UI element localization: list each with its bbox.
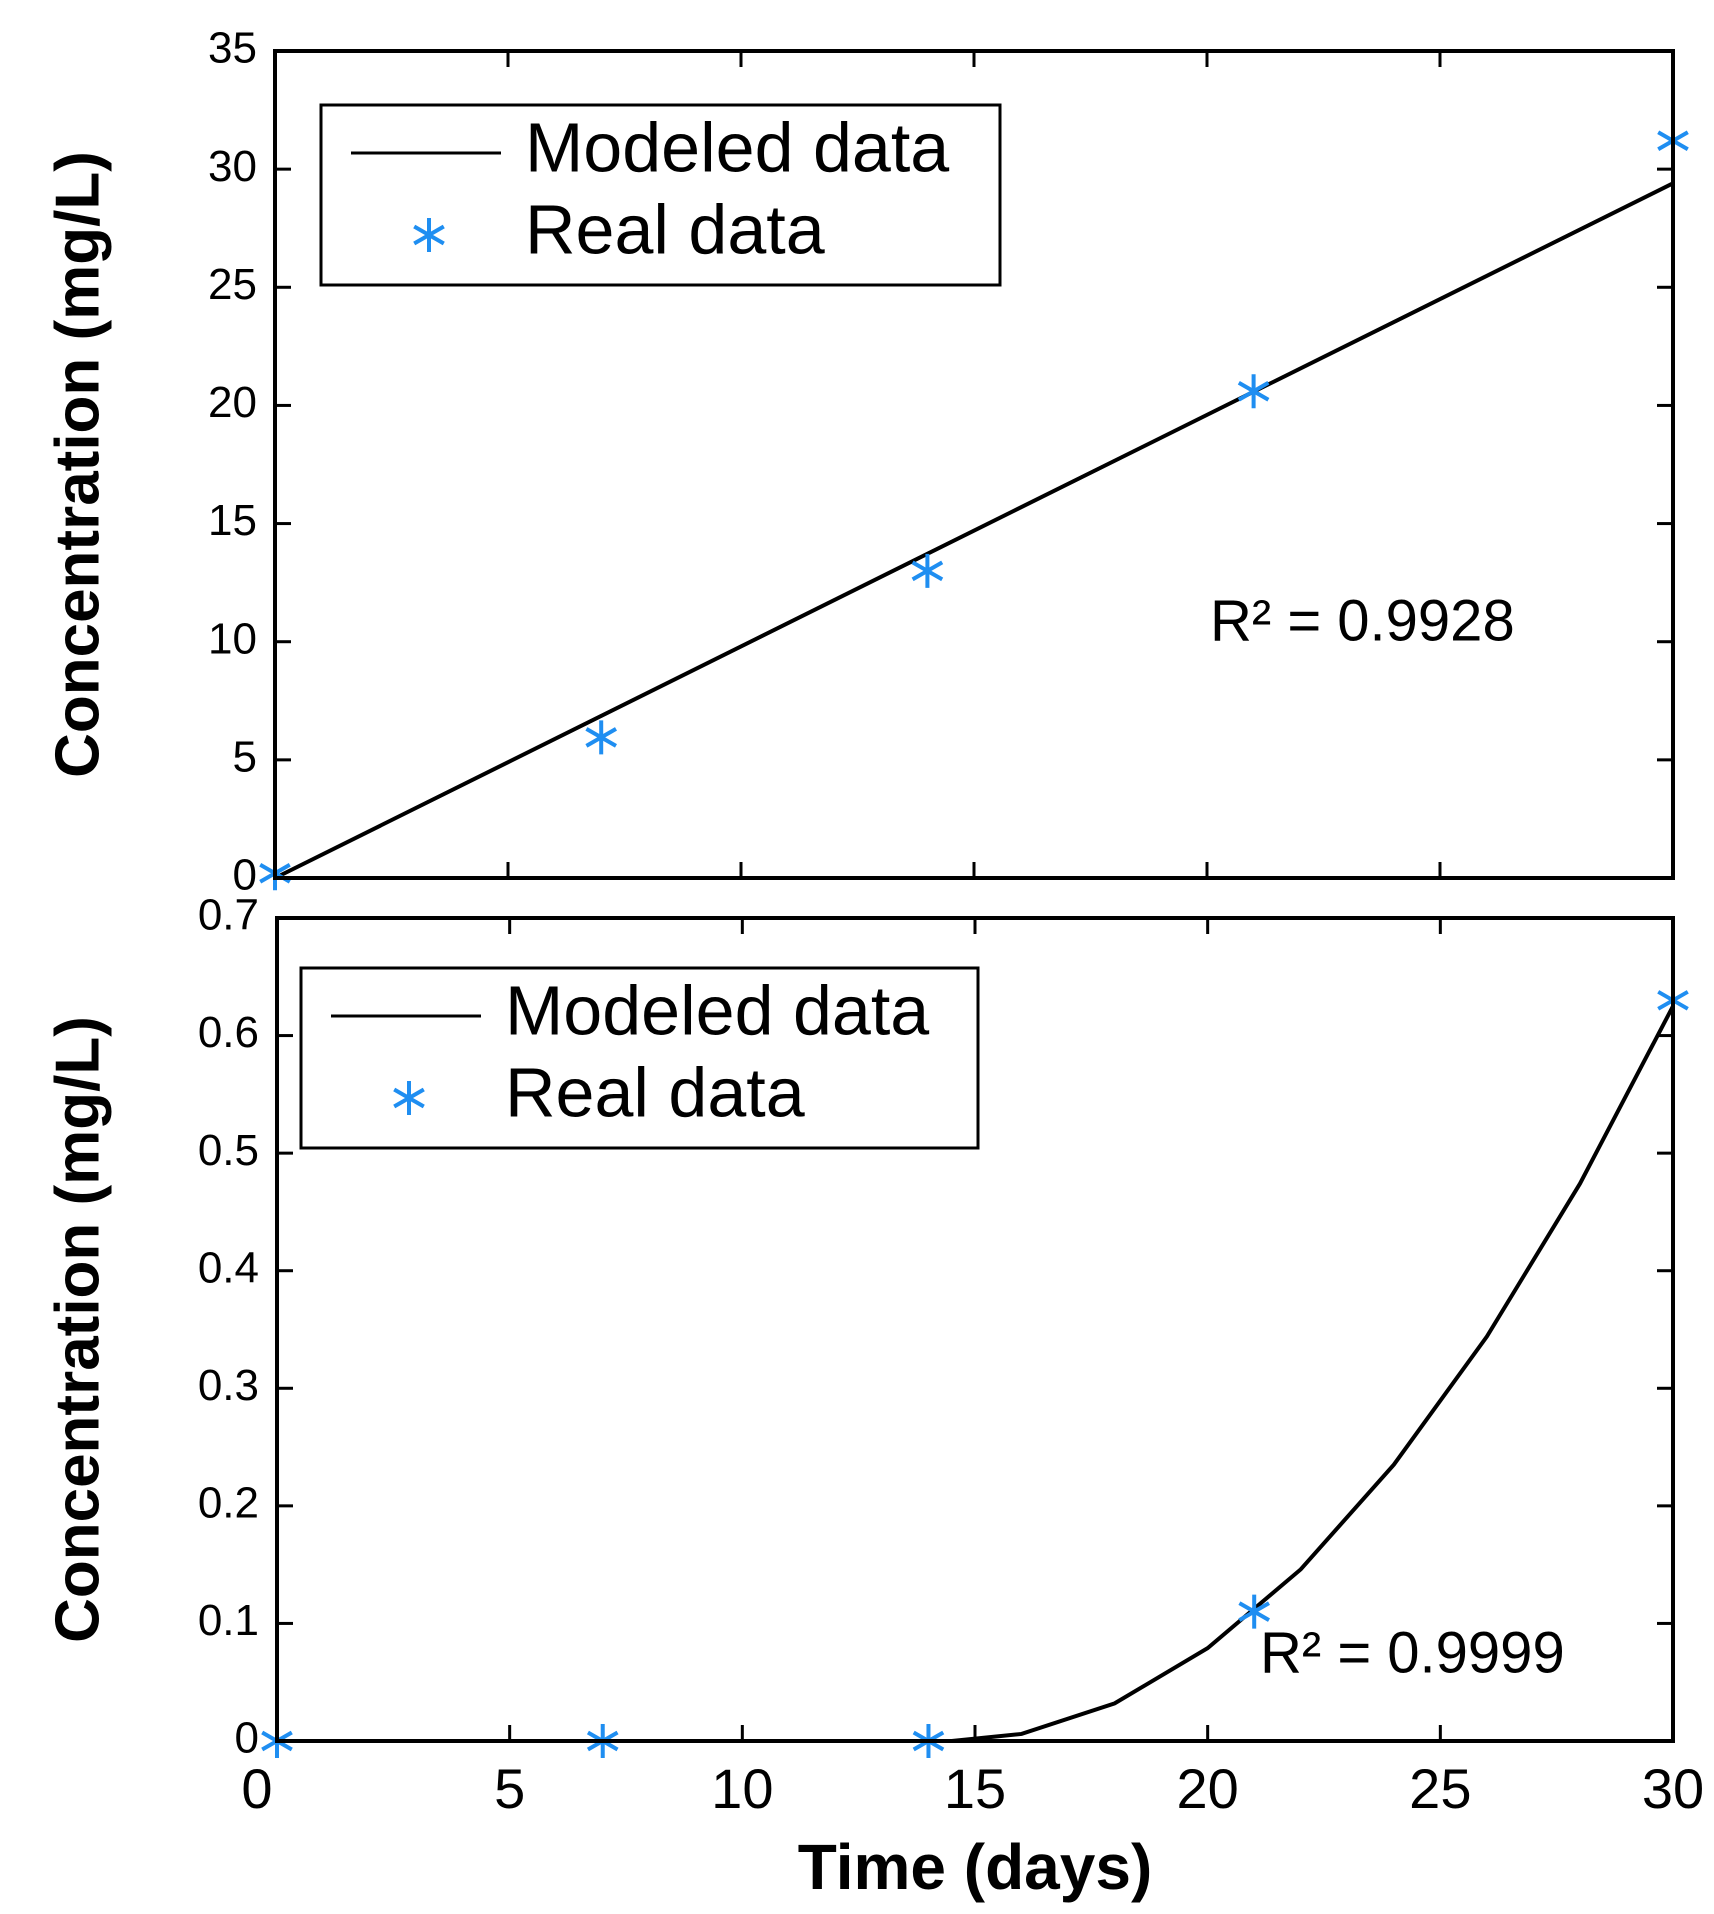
y-tick-label: 25: [208, 260, 257, 309]
legend-box: [319, 103, 1002, 287]
y-tick-label: 0.3: [198, 1361, 259, 1410]
x-tick-label: 15: [944, 1757, 1006, 1820]
real-data-point: [585, 720, 617, 755]
y-tick-label: 35: [208, 24, 257, 73]
modeled-line: [274, 181, 1674, 880]
legend-marker: [393, 1081, 425, 1115]
legend-box: [299, 966, 980, 1150]
y-tick-label: 10: [208, 614, 257, 663]
plot-frame: [275, 916, 1675, 1743]
y-tick-label: 0: [233, 851, 257, 900]
x-tick-label: 5: [494, 1757, 525, 1820]
y-tick-label: 0: [235, 1714, 259, 1763]
x-tick-label: 25: [1409, 1757, 1471, 1820]
legend-label: Modeled data: [525, 108, 949, 186]
real-data-point: [911, 553, 944, 588]
y-tick-label: 0.5: [198, 1126, 259, 1175]
legend-label: Real data: [525, 190, 825, 268]
annotation: R² = 0.9928: [1210, 588, 1515, 653]
legend-label: Modeled data: [505, 971, 929, 1049]
annotation: R² = 0.9999: [1260, 1620, 1565, 1685]
plot-frame: [273, 49, 1675, 880]
x-tick-label: 10: [711, 1757, 773, 1820]
y-tick-label: 20: [208, 378, 257, 427]
x-tick-label: 20: [1177, 1757, 1239, 1820]
y-tick-label: 0.6: [198, 1008, 259, 1057]
y-tick-label: 0.7: [198, 891, 259, 940]
y-tick-label: 30: [208, 142, 257, 191]
y-tick-label: 0.4: [198, 1243, 259, 1292]
x-tick-label: 30: [1642, 1757, 1704, 1820]
y-axis-label: Concentration (mg/L): [43, 151, 112, 778]
y-tick-label: 0.2: [198, 1478, 259, 1527]
real-data-point: [1237, 374, 1270, 409]
y-axis-label: Concentration (mg/L): [43, 1016, 112, 1643]
y-tick-label: 0.1: [198, 1596, 259, 1645]
real-data-point: [1238, 1594, 1270, 1629]
y-tick-label: 15: [208, 496, 257, 545]
x-axis-label: Time (days): [798, 1831, 1153, 1903]
subplot: 0 0.1 0.2 0.3 0.4 0.5 0.6 0.7 0 5 10 15 20 25 30 Modele…: [43, 891, 1704, 1903]
legend-label: Real data: [505, 1053, 805, 1131]
legend-marker: [413, 218, 445, 252]
x-tick-label: 0: [241, 1757, 272, 1820]
y-tick-label: 5: [233, 732, 257, 781]
